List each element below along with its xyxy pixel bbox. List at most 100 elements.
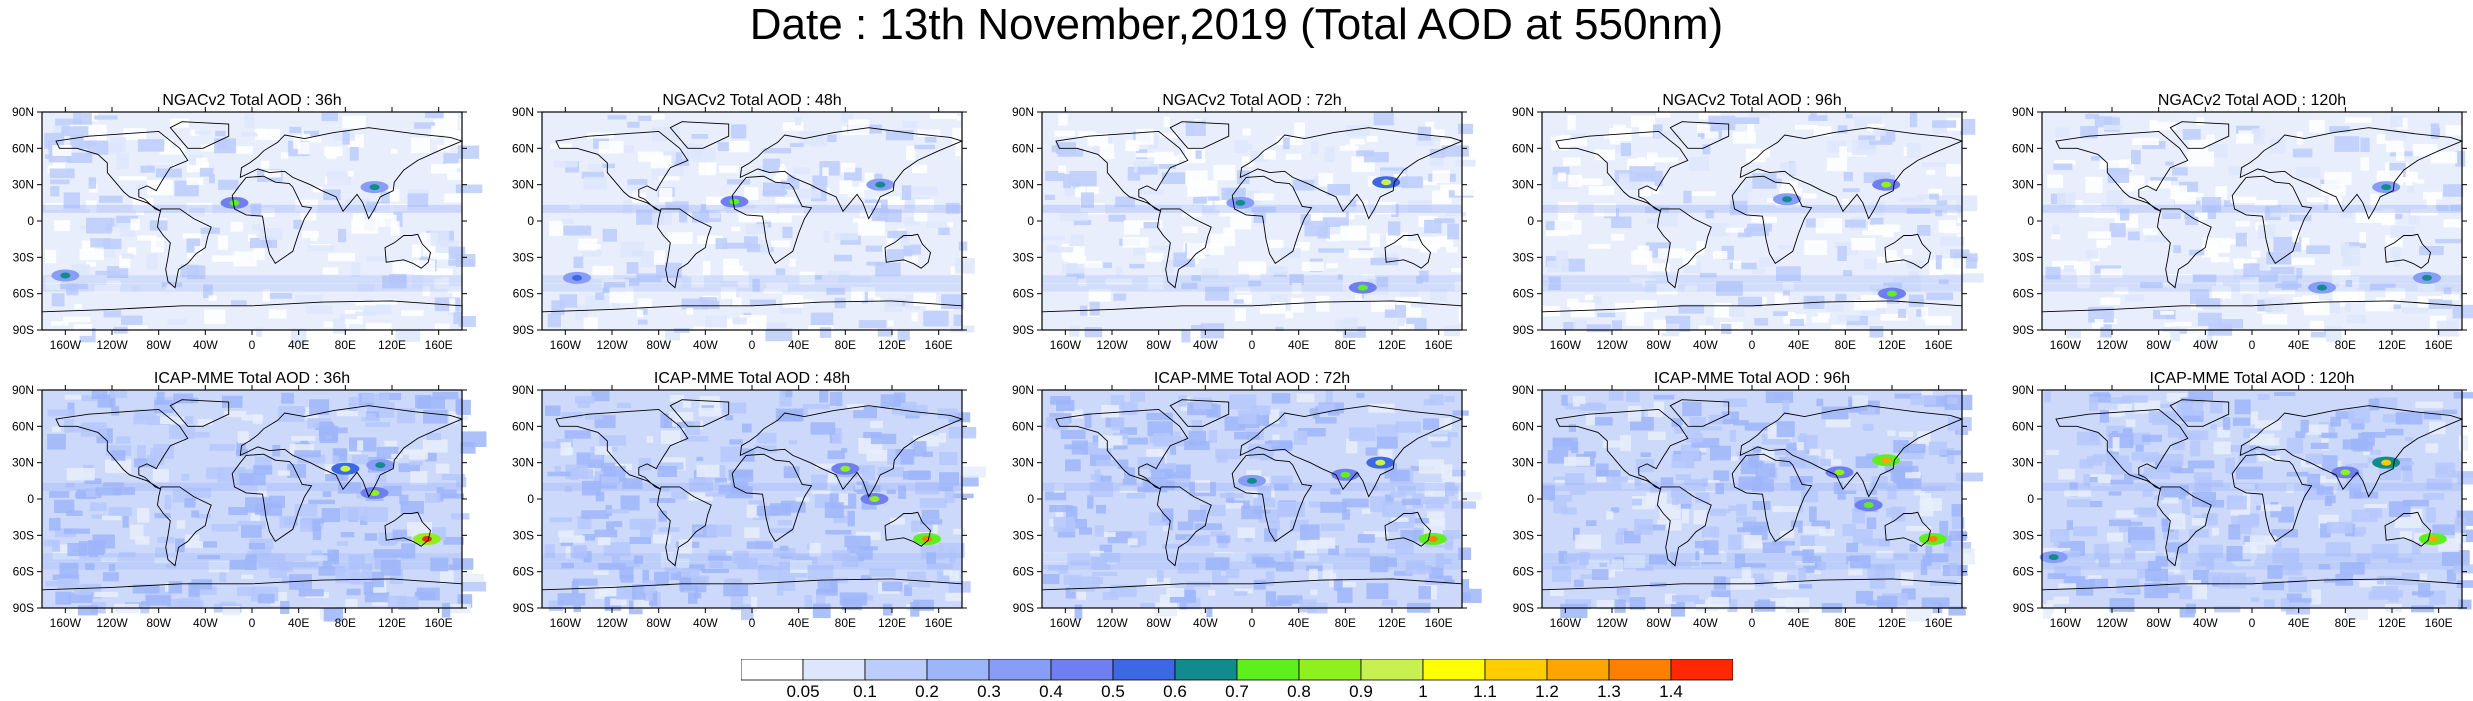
aod-hotspot [1887,290,1897,297]
coastline [1731,453,1813,543]
lat-tick-label: 30N [12,178,34,192]
coastline [2169,399,2230,427]
lon-tick-label: 160E [2425,338,2453,352]
lon-tick-label: 160E [1425,616,1453,630]
lon-tick-label: 80W [1146,616,1171,630]
lon-tick-label: 80W [646,616,671,630]
lon-tick-label: 40E [1288,338,1309,352]
aod-hotspot [840,465,851,472]
lon-tick-label: 40E [2288,616,2309,630]
coastline [1884,233,1931,269]
coastline [1055,408,1189,490]
aod-hotspot [1375,459,1386,466]
map-panel: ICAP-MME Total AOD : 120h 90N 60N 30N 0 30S 60… [2000,370,2473,630]
coastline [2157,208,2212,289]
aod-hotspot [1357,284,1368,291]
lat-tick-label: 90S [1013,601,1034,615]
lat-tick-label: 0 [2027,214,2034,228]
coastline [555,130,689,212]
lat-tick-label: 30S [1013,528,1034,542]
coastline [384,233,431,269]
lon-tick-label: 80W [646,338,671,352]
lon-tick-label: 120W [596,616,628,630]
lon-tick-label: 80E [335,616,356,630]
coastline [2055,408,2189,490]
coastline [384,511,431,547]
lat-tick-label: 30S [2013,528,2034,542]
lon-tick-label: 40E [1788,338,1809,352]
aod-hotspot [1863,502,1874,509]
lon-tick-label: 0 [749,616,756,630]
panel-title: NGACv2 Total AOD : 36h [162,92,342,109]
lon-tick-label: 160W [50,338,82,352]
panel-title: ICAP-MME Total AOD : 120h [2149,370,2355,387]
lon-tick-label: 0 [1249,338,1256,352]
panel-title: NGACv2 Total AOD : 120h [2157,92,2347,109]
lon-tick-label: 160W [1050,616,1082,630]
lat-tick-label: 90N [512,105,534,119]
lon-tick-label: 120E [378,616,406,630]
coastline [2231,175,2313,265]
lat-tick-label: 90N [1012,383,1034,397]
colorbar-label: 0.2 [915,682,939,701]
lat-tick-label: 90S [1513,323,1534,337]
lon-tick-label: 80W [2146,338,2171,352]
lon-tick-label: 80E [835,338,856,352]
lat-tick-label: 90N [1512,105,1534,119]
lon-tick-label: 160W [2050,338,2082,352]
lat-tick-label: 0 [1027,492,1034,506]
lat-tick-label: 60N [1512,141,1534,155]
lon-tick-label: 120E [878,616,906,630]
aod-hotspot [1881,457,1892,464]
lat-tick-label: 30S [1513,250,1534,264]
lon-tick-label: 40E [288,338,309,352]
colorbar-swatch [1484,659,1548,681]
colorbar-swatch [864,659,928,681]
lat-tick-label: 30N [1512,178,1534,192]
coastline [2231,453,2313,543]
lat-tick-label: 60S [13,287,34,301]
coastline [884,233,931,269]
lon-tick-label: 120E [2378,616,2406,630]
lon-tick-label: 120W [1096,616,1128,630]
map-panel: NGACv2 Total AOD : 48h 90N 60N 30N 0 30S 60S 90… [500,92,976,352]
colorbar-swatch [1298,659,1362,681]
lon-tick-label: 120W [96,616,128,630]
lat-tick-label: 30N [1012,456,1034,470]
lat-tick-label: 60N [2012,419,2034,433]
coastline [1157,486,1212,567]
aod-hotspot [2427,535,2438,542]
aod-hotspot [2317,284,2327,291]
colorbar-label: 0.7 [1225,682,1249,701]
lat-tick-label: 90S [13,601,34,615]
lon-tick-label: 120W [2096,616,2128,630]
lon-tick-label: 40E [1788,616,1809,630]
lon-tick-label: 160W [1550,616,1582,630]
lat-tick-label: 0 [1027,214,1034,228]
coastline [239,127,464,220]
lat-tick-label: 60N [512,141,534,155]
aod-hotspot [1340,471,1351,478]
colorbar-label: 0.4 [1039,682,1063,701]
aod-hotspot [1927,535,1938,542]
lon-tick-label: 80W [1646,338,1671,352]
coastline [1541,300,1963,313]
lat-tick-label: 60N [1512,419,1534,433]
coastline [1239,405,1464,498]
lat-tick-label: 60S [1513,287,1534,301]
lat-tick-label: 90S [513,323,534,337]
lon-tick-label: 40W [2193,616,2218,630]
lon-tick-label: 120W [1596,338,1628,352]
coastline [1541,578,1963,591]
coastline [2169,121,2230,149]
coastline [1669,399,1730,427]
panel-title: NGACv2 Total AOD : 72h [1162,92,1342,109]
lon-tick-label: 80E [2335,616,2356,630]
colorbar-swatch [926,659,990,681]
colorbar-swatch [1174,659,1238,681]
colorbar-swatch [1546,659,1610,681]
lon-tick-label: 160E [925,338,953,352]
lon-tick-label: 40W [693,616,718,630]
lon-tick-label: 160W [1550,338,1582,352]
colorbar-swatch [1236,659,1300,681]
